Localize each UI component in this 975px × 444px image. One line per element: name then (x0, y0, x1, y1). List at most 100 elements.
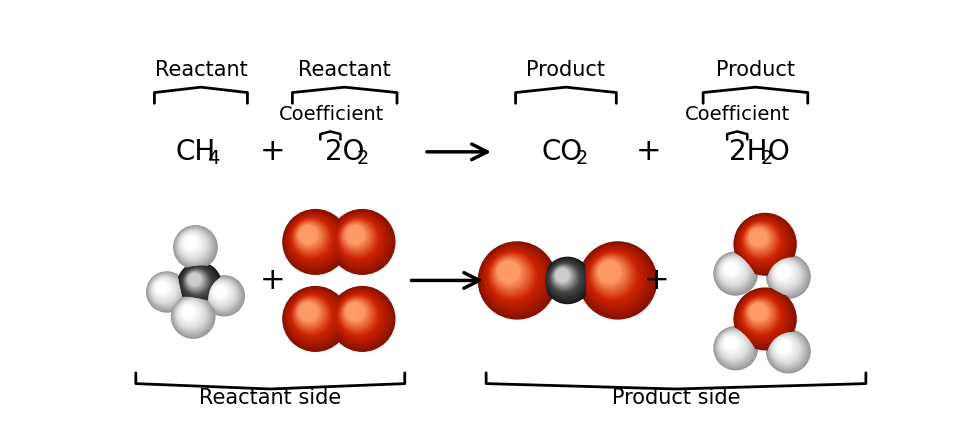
Text: Product: Product (526, 60, 605, 80)
Ellipse shape (182, 234, 202, 254)
Ellipse shape (771, 259, 801, 290)
Ellipse shape (188, 273, 202, 287)
Ellipse shape (146, 272, 187, 312)
Ellipse shape (742, 222, 781, 260)
Ellipse shape (771, 334, 801, 365)
Ellipse shape (547, 260, 586, 298)
Ellipse shape (344, 301, 368, 325)
Ellipse shape (777, 265, 791, 279)
Ellipse shape (749, 303, 768, 322)
Ellipse shape (548, 261, 584, 297)
Text: O: O (767, 138, 789, 166)
Ellipse shape (554, 267, 572, 285)
Ellipse shape (341, 298, 373, 330)
Ellipse shape (492, 255, 530, 293)
Ellipse shape (550, 263, 580, 293)
Ellipse shape (714, 327, 758, 370)
Ellipse shape (338, 295, 378, 335)
Ellipse shape (179, 265, 217, 302)
Ellipse shape (178, 263, 220, 305)
Ellipse shape (723, 336, 739, 352)
Ellipse shape (155, 280, 172, 297)
Ellipse shape (175, 298, 209, 332)
Ellipse shape (152, 277, 176, 302)
Ellipse shape (591, 253, 635, 297)
Text: +: + (260, 137, 286, 166)
Ellipse shape (187, 272, 203, 288)
Ellipse shape (336, 293, 382, 339)
Ellipse shape (174, 297, 210, 333)
Ellipse shape (292, 295, 332, 335)
Ellipse shape (208, 279, 238, 309)
Ellipse shape (154, 279, 174, 299)
Ellipse shape (745, 224, 775, 254)
Ellipse shape (719, 256, 749, 287)
Ellipse shape (180, 232, 205, 257)
Ellipse shape (772, 260, 800, 289)
Ellipse shape (177, 301, 203, 326)
Ellipse shape (747, 301, 772, 326)
Ellipse shape (153, 278, 175, 301)
Ellipse shape (716, 254, 754, 291)
Ellipse shape (179, 264, 218, 303)
Ellipse shape (299, 226, 318, 244)
Ellipse shape (205, 277, 242, 313)
Ellipse shape (176, 300, 206, 329)
Ellipse shape (718, 330, 750, 363)
Ellipse shape (291, 294, 333, 337)
Ellipse shape (335, 292, 384, 341)
Ellipse shape (716, 329, 754, 366)
Ellipse shape (299, 303, 318, 321)
Ellipse shape (777, 341, 790, 353)
Ellipse shape (343, 300, 370, 326)
Ellipse shape (719, 331, 749, 361)
Ellipse shape (553, 266, 574, 287)
Ellipse shape (296, 300, 323, 326)
Ellipse shape (722, 336, 741, 353)
Ellipse shape (212, 283, 230, 301)
Ellipse shape (153, 278, 175, 300)
Ellipse shape (179, 303, 201, 324)
Ellipse shape (286, 212, 342, 269)
Ellipse shape (735, 289, 795, 348)
Ellipse shape (157, 282, 168, 293)
Ellipse shape (721, 258, 745, 283)
Ellipse shape (746, 225, 774, 253)
Text: Reactant side: Reactant side (199, 388, 341, 408)
Ellipse shape (290, 293, 335, 339)
Text: 2H: 2H (729, 138, 767, 166)
Ellipse shape (546, 259, 588, 301)
Ellipse shape (288, 214, 339, 266)
Ellipse shape (488, 251, 539, 302)
Ellipse shape (549, 262, 582, 294)
Ellipse shape (589, 252, 638, 300)
Ellipse shape (715, 327, 757, 369)
Ellipse shape (736, 215, 793, 272)
Ellipse shape (741, 295, 782, 336)
Ellipse shape (768, 331, 807, 370)
Ellipse shape (181, 266, 215, 300)
Ellipse shape (722, 335, 742, 354)
Ellipse shape (335, 215, 384, 264)
Ellipse shape (555, 268, 570, 283)
Ellipse shape (775, 264, 794, 281)
Ellipse shape (774, 337, 796, 358)
Text: Product: Product (716, 60, 795, 80)
Ellipse shape (180, 265, 216, 301)
Ellipse shape (768, 332, 806, 369)
Ellipse shape (551, 263, 579, 292)
Ellipse shape (748, 227, 770, 250)
Ellipse shape (183, 269, 211, 295)
Ellipse shape (284, 288, 346, 349)
Ellipse shape (546, 259, 587, 300)
Ellipse shape (339, 296, 377, 333)
Ellipse shape (331, 288, 393, 349)
Ellipse shape (147, 273, 186, 311)
Ellipse shape (722, 261, 741, 278)
Ellipse shape (486, 249, 543, 306)
Ellipse shape (544, 258, 591, 304)
Ellipse shape (284, 210, 346, 273)
Ellipse shape (556, 269, 568, 282)
Text: Coefficient: Coefficient (279, 105, 384, 124)
Ellipse shape (186, 271, 206, 290)
